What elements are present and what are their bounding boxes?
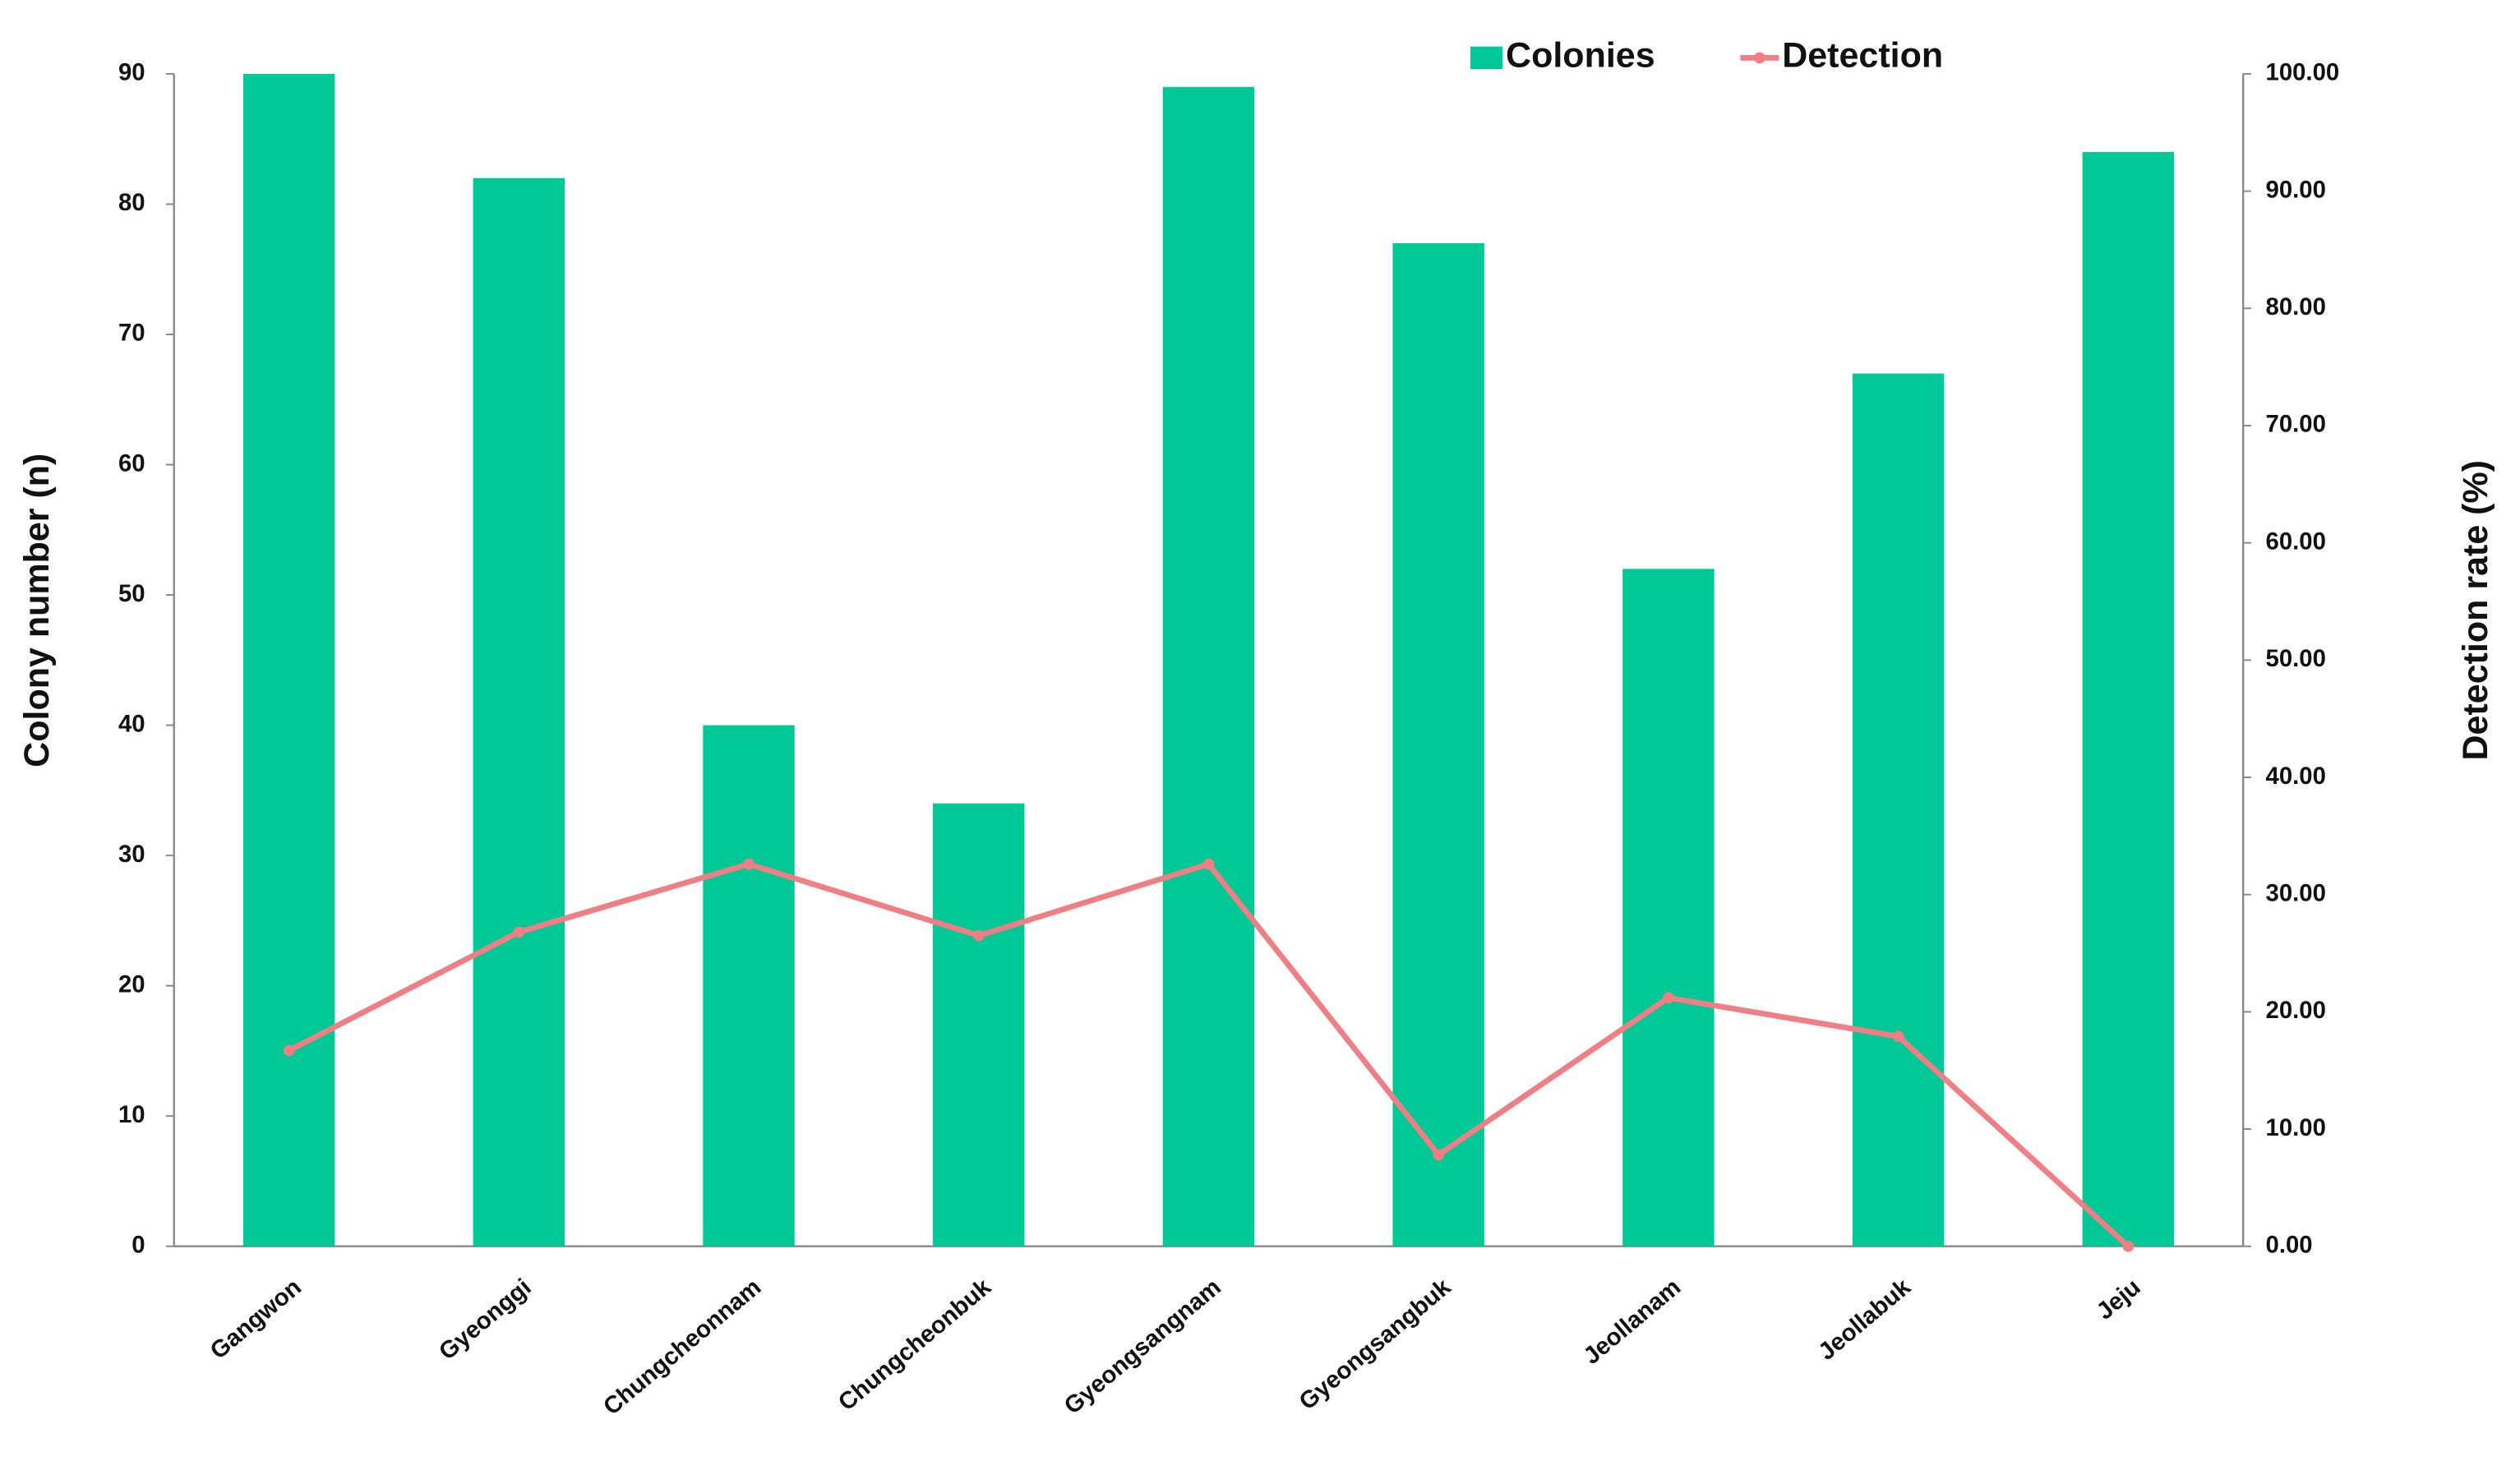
y-tick-label: 10 xyxy=(118,1101,145,1128)
y2-tick-label: 90.00 xyxy=(2266,176,2326,203)
bar xyxy=(473,177,565,1247)
y2-tick-label: 10.00 xyxy=(2266,1114,2326,1141)
y-tick-label: 80 xyxy=(118,189,145,216)
x-tick-label: Jeollanam xyxy=(1578,1274,1686,1370)
line-marker xyxy=(2122,1240,2135,1252)
legend-label: Detection xyxy=(1782,36,1943,76)
legend-label: Colonies xyxy=(1506,36,1655,76)
x-tick-label: Jeju xyxy=(2091,1274,2145,1325)
y2-tick-label: 30.00 xyxy=(2266,879,2326,906)
line-marker xyxy=(513,926,525,938)
legend-swatch-marker xyxy=(1754,52,1765,64)
x-tick-label: Chungcheonbuk xyxy=(833,1273,997,1416)
bar xyxy=(242,73,335,1247)
line-marker xyxy=(283,1044,295,1057)
y-tick-label: 60 xyxy=(118,449,145,477)
x-tick-label: Gyeongsangnam xyxy=(1059,1274,1225,1420)
y-tick-label: 40 xyxy=(118,710,145,737)
bar xyxy=(1622,569,1715,1247)
bar xyxy=(2082,152,2175,1247)
y2-tick-label: 50.00 xyxy=(2266,645,2326,672)
legend-swatch xyxy=(1470,46,1503,70)
y-axis-title: Colony number (n) xyxy=(17,454,57,767)
y-tick-label: 90 xyxy=(118,59,145,86)
line-marker xyxy=(1433,1149,1445,1161)
line-marker xyxy=(1663,992,1674,1004)
x-tick-label: Jeollabuk xyxy=(1813,1273,1916,1366)
line-marker xyxy=(972,929,985,942)
bar xyxy=(1852,373,1945,1247)
y2-tick-label: 40.00 xyxy=(2266,763,2326,790)
line-marker xyxy=(1892,1030,1904,1043)
x-tick-label: Gangwon xyxy=(205,1274,306,1365)
bar xyxy=(1162,86,1255,1247)
x-tick-label: Gyeonggi xyxy=(434,1274,537,1366)
y-tick-label: 50 xyxy=(118,580,145,607)
bar xyxy=(933,803,1025,1247)
y2-axis-title: Detection rate (%) xyxy=(2456,460,2495,761)
y2-tick-label: 20.00 xyxy=(2266,997,2326,1024)
bar xyxy=(703,725,795,1247)
y-tick-label: 0 xyxy=(132,1231,145,1258)
x-tick-label: Chungcheonnam xyxy=(598,1274,767,1421)
line-marker xyxy=(743,858,755,870)
y2-tick-label: 70.00 xyxy=(2266,411,2326,438)
bar xyxy=(1392,243,1484,1247)
y2-tick-label: 60.00 xyxy=(2266,528,2326,555)
y2-tick-label: 80.00 xyxy=(2266,293,2326,320)
y-tick-label: 70 xyxy=(118,320,145,347)
y-tick-label: 30 xyxy=(118,841,145,868)
x-tick-label: Gyeongsangbuk xyxy=(1294,1273,1456,1415)
line-marker xyxy=(1202,858,1215,870)
y2-tick-label: 100.00 xyxy=(2266,59,2340,86)
y2-tick-label: 0.00 xyxy=(2266,1231,2313,1258)
y-tick-label: 20 xyxy=(118,970,145,998)
